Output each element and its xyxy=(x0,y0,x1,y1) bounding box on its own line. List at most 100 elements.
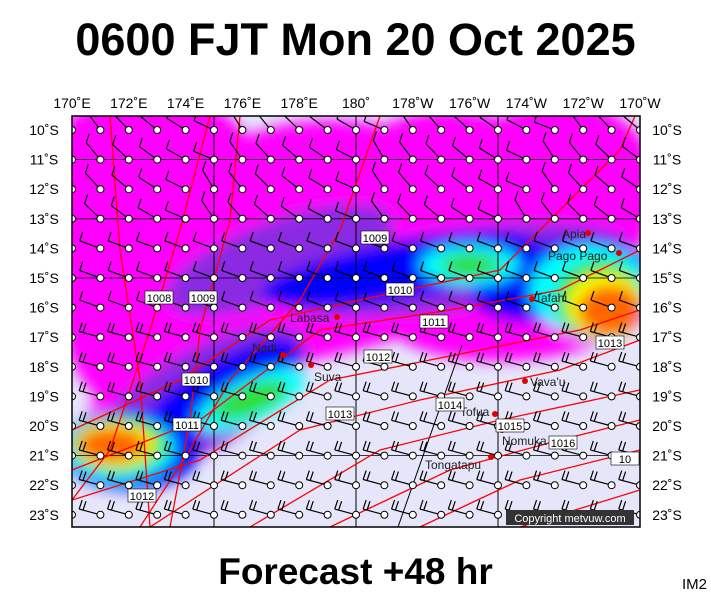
wind-barb-feather xyxy=(476,411,481,421)
grid-point xyxy=(579,481,588,490)
wind-barb-feather xyxy=(561,351,566,362)
grid-point xyxy=(181,362,190,371)
wind-barb-feather xyxy=(192,261,197,271)
lat-label-right: 17˚S xyxy=(652,329,682,345)
wind-barb-feather xyxy=(448,231,453,242)
grid-point xyxy=(323,451,332,460)
isobar-label: 1010 xyxy=(184,375,208,387)
wind-barb-feather xyxy=(249,290,254,301)
wind-barb-feather xyxy=(504,381,509,391)
grid-point xyxy=(96,244,105,253)
grid-point xyxy=(72,214,76,223)
isobar-label-box xyxy=(385,282,415,297)
grid-point xyxy=(352,185,360,194)
grid-point xyxy=(210,422,218,430)
wind-barb-feather xyxy=(249,261,254,271)
grid-point xyxy=(238,333,247,342)
wind-barb-feather xyxy=(220,322,225,332)
grid-point xyxy=(323,362,332,371)
wind-barb-feather xyxy=(255,134,260,144)
grid-point xyxy=(210,303,218,312)
wind-barb-feather xyxy=(424,165,429,175)
wind-barb-feather xyxy=(192,470,197,480)
lat-label-left: 13˚S xyxy=(29,211,59,227)
wind-barb-feather xyxy=(309,323,314,333)
wind-barb-feather xyxy=(451,500,456,511)
place-label: Suva xyxy=(314,370,342,384)
wind-barb-feather xyxy=(540,192,545,202)
grid-point xyxy=(181,244,190,253)
wind-barb-feather xyxy=(480,500,485,511)
grid-point xyxy=(96,510,105,519)
wind-barb-feather xyxy=(248,351,254,362)
grid-point xyxy=(124,392,133,401)
wind-barb-feather xyxy=(192,231,197,242)
grid-point xyxy=(380,185,389,194)
grid-point xyxy=(494,185,502,194)
wind-barb-feather xyxy=(394,500,399,511)
grid-point xyxy=(323,155,332,164)
wind-barb-shaft xyxy=(72,217,73,219)
wind-barb-feather xyxy=(366,471,371,481)
wind-barb-feather xyxy=(82,352,87,363)
lat-label-right: 19˚S xyxy=(652,388,682,404)
wind-barb-feather xyxy=(448,290,453,301)
grid-point xyxy=(607,392,616,401)
grid-point xyxy=(295,333,304,342)
wind-barb-feather xyxy=(505,171,510,182)
grid-point xyxy=(96,155,105,164)
wind-barb-feather xyxy=(305,351,310,362)
wind-barb-feather xyxy=(60,132,63,141)
isobar-label-box xyxy=(548,435,578,450)
wind-barb-feather xyxy=(363,290,368,301)
grid-point xyxy=(210,274,218,282)
wind-barb-feather xyxy=(567,194,572,204)
place-label: Labasa xyxy=(290,311,330,325)
wind-barb-feather xyxy=(622,412,627,422)
wind-barb-feather xyxy=(252,412,257,422)
wind-barb-feather xyxy=(252,352,257,363)
place-marker xyxy=(334,314,340,320)
wind-barb-feather xyxy=(532,499,538,510)
lat-label-left: 17˚S xyxy=(29,329,59,345)
grid-point xyxy=(494,510,502,519)
grid-point xyxy=(210,185,218,194)
grid-point xyxy=(437,185,446,194)
wind-barb-feather xyxy=(390,381,396,391)
isobar-label-box xyxy=(181,372,211,387)
grid-point xyxy=(579,422,588,430)
wind-barb-feather xyxy=(390,322,396,332)
precip-area xyxy=(166,204,394,316)
wind-barb-feather xyxy=(593,352,598,363)
wind-barb-feather xyxy=(309,382,314,392)
wind-barb-feather xyxy=(504,351,509,362)
isobar-line xyxy=(419,449,640,527)
grid-point xyxy=(295,126,304,134)
grid-point xyxy=(522,244,531,253)
wind-barb-feather xyxy=(106,351,112,362)
isobar-label: 1016 xyxy=(551,438,575,450)
grid-point xyxy=(437,244,446,253)
grid-point xyxy=(266,274,275,282)
grid-point xyxy=(352,333,360,342)
grid-point xyxy=(210,451,218,460)
wind-barb-feather xyxy=(107,290,112,301)
wind-barb-feather xyxy=(447,322,452,332)
grid-point xyxy=(266,451,275,460)
grid-point xyxy=(352,451,360,460)
wind-barb-feather xyxy=(277,440,282,451)
grid-point xyxy=(550,333,559,342)
grid-point xyxy=(550,303,559,312)
grid-point xyxy=(465,362,474,371)
grid-point xyxy=(352,362,360,371)
wind-barb-feather xyxy=(281,323,286,333)
lat-label-right: 21˚S xyxy=(652,448,682,464)
grid-point xyxy=(465,510,474,519)
wind-barb-feather xyxy=(334,381,339,391)
wind-barb-feather xyxy=(334,231,339,242)
wind-barb-feather xyxy=(451,441,456,452)
wind-barb-feather xyxy=(480,471,485,481)
lat-label-left: 23˚S xyxy=(29,507,59,523)
grid-point xyxy=(181,185,190,194)
lon-label: 170˚E xyxy=(53,95,90,111)
